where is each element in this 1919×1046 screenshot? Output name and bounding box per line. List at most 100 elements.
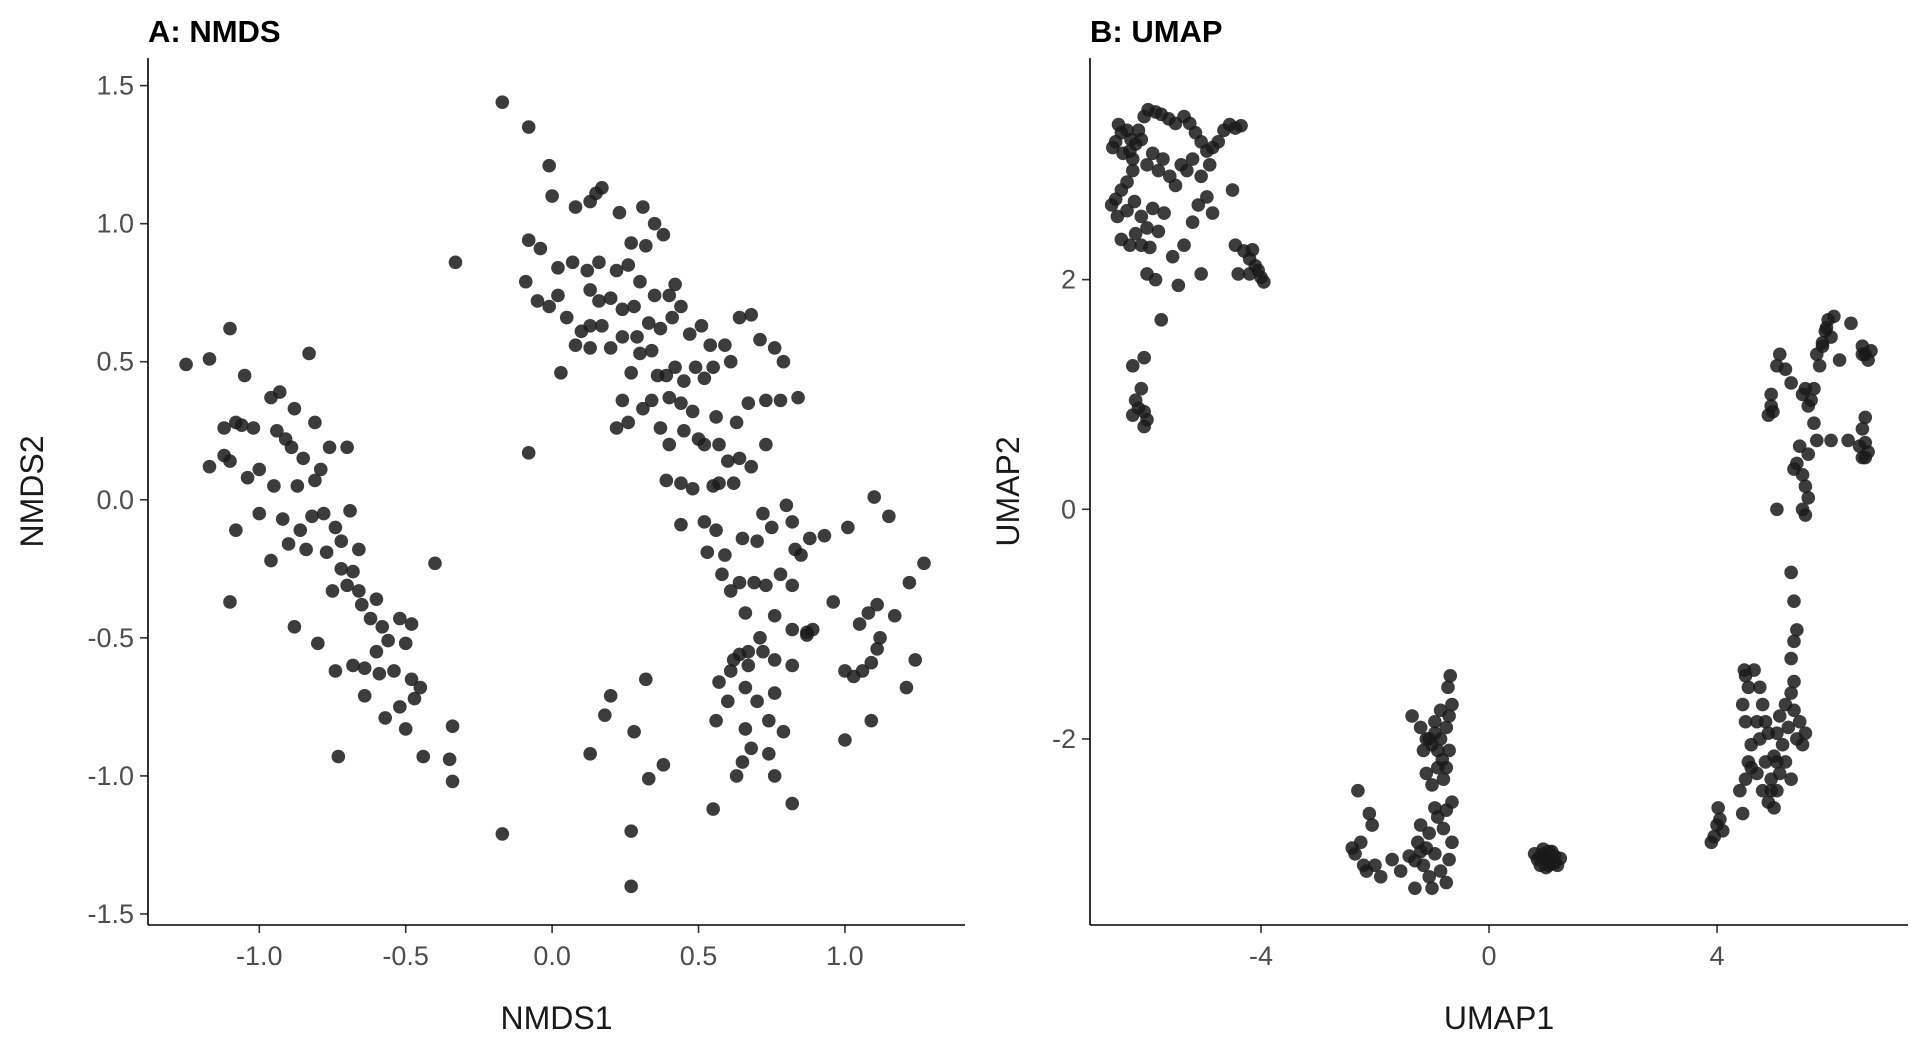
- panel-a-data-point: [267, 479, 281, 493]
- panel-b-data-point: [1790, 623, 1804, 637]
- panel-a-data-point: [574, 324, 589, 339]
- panel-a-x-tick-label: 1.0: [826, 941, 864, 971]
- panel-a-data-point: [217, 421, 231, 435]
- panel-a-data-point: [281, 537, 296, 551]
- panel-b-data-point: [1205, 206, 1220, 220]
- panel-a-data-point: [688, 360, 703, 375]
- panel-b-data-point: [1775, 737, 1790, 752]
- panel-b-data-point: [1715, 824, 1730, 838]
- panel-b-x-axis-title: UMAP1: [1444, 1000, 1554, 1036]
- panel-a-data-point: [270, 423, 284, 438]
- panel-a-data-point: [647, 216, 662, 231]
- panel-a-data-point: [709, 713, 723, 728]
- panel-a-data-point: [791, 390, 805, 405]
- panel-b-data-point: [1125, 358, 1140, 373]
- panel-b-data-point: [1792, 439, 1807, 453]
- panel-a-data-point: [202, 352, 217, 366]
- panel-a-data-point: [653, 421, 668, 435]
- panel-b-data-point: [1852, 439, 1867, 453]
- panel-b-data-point: [1143, 240, 1157, 255]
- panel-a-data-point: [838, 733, 852, 747]
- panel-a-x-tick-label: -1.0: [236, 941, 283, 971]
- panel-a-data-point: [252, 506, 267, 521]
- panel-a-data-point: [776, 354, 791, 369]
- panel-b-data-point: [1114, 232, 1129, 247]
- panel-b-data-point: [1772, 347, 1787, 362]
- panel-b-data-point: [1764, 387, 1778, 402]
- panel-b-data-point: [1125, 163, 1140, 178]
- panel-a-data-point: [234, 418, 249, 433]
- panel-b-data-point: [1125, 152, 1140, 166]
- panel-b-data-point: [1737, 663, 1752, 677]
- panel-b-data-point: [1137, 350, 1151, 365]
- panel-a-x-tick-label: 0.5: [680, 941, 718, 971]
- panel-a-data-point: [223, 595, 237, 609]
- panel-a-data-point: [644, 393, 659, 408]
- panel-b-data-point: [1770, 502, 1784, 517]
- panel-a-data-point: [902, 575, 917, 590]
- panel-b-data-point: [1393, 864, 1408, 878]
- panel-b-data-point: [1443, 669, 1458, 683]
- panel-b-data-point: [1194, 267, 1208, 281]
- panel-b-data-point: [1832, 353, 1847, 367]
- panel-a-data-point: [299, 542, 313, 557]
- panel-b-data-point: [1533, 849, 1548, 863]
- panel-b-data-point: [1134, 381, 1149, 396]
- panel-a-data-point: [767, 653, 782, 667]
- panel-a-data-point: [753, 332, 767, 347]
- panel-b-data-point: [1131, 123, 1146, 138]
- panel-a-data-point: [668, 277, 682, 292]
- panel-b-data-point: [1767, 801, 1781, 815]
- panel-b-data-point: [1436, 821, 1451, 836]
- panel-a-data-point: [533, 241, 548, 256]
- panel-b-data-point: [1741, 680, 1756, 695]
- panel-b-data-point: [1345, 841, 1360, 855]
- panel-a-data-point: [237, 368, 252, 383]
- panel-b-data-point: [1738, 772, 1753, 786]
- panel-a-data-point: [718, 338, 732, 352]
- panel-a-data-point: [738, 680, 753, 695]
- panel-a-data-point: [794, 548, 808, 562]
- panel-a-data-point: [302, 346, 316, 361]
- panel-a-data-point: [179, 357, 193, 372]
- panel-a-data-point: [296, 451, 311, 466]
- panel-a-data-point: [357, 661, 372, 676]
- panel-b-data-point: [1439, 875, 1454, 890]
- panel-a-data-point: [319, 545, 334, 560]
- panel-b-data-point: [1804, 393, 1818, 408]
- panel-a-data-point: [767, 769, 782, 783]
- panel-a-y-tick-label: 0.5: [96, 347, 134, 377]
- panel-a-data-point: [316, 506, 331, 521]
- panel-a-data-point: [334, 534, 349, 549]
- panel-b-data-point: [1752, 680, 1767, 695]
- panel-a-y-axis-title: NMDS2: [14, 435, 50, 547]
- panel-a-data-point: [627, 299, 641, 314]
- panel-a-data-point: [677, 423, 691, 438]
- panel-a-data-point: [674, 517, 688, 532]
- panel-a-data-point: [694, 319, 709, 333]
- panel-a-data-point: [744, 459, 759, 474]
- panel-a-data-point: [917, 556, 931, 571]
- panel-a-data-point: [697, 371, 712, 386]
- panel-a-data-point: [603, 341, 618, 355]
- panel-a-data-point: [785, 515, 800, 529]
- panel-b-data-point: [1755, 697, 1770, 712]
- panel-b-y-tick-label: -2: [1052, 724, 1076, 754]
- panel-a-data-point: [554, 365, 568, 380]
- panel-a-data-point: [369, 592, 384, 606]
- panel-b-data-point: [1120, 203, 1134, 218]
- panel-a-data-point: [630, 330, 644, 344]
- panel-a-data-point: [352, 584, 366, 598]
- panel-b-data-point: [1798, 479, 1813, 494]
- panel-a-data-point: [603, 291, 618, 306]
- panel-a-data-point: [636, 401, 650, 416]
- panel-a-data-point: [685, 404, 700, 419]
- panel-a-data-point: [442, 752, 457, 767]
- panel-a-data-point: [685, 481, 700, 496]
- panel-b-data-point: [1180, 163, 1194, 178]
- panel-a-y-tick-label: 1.0: [96, 209, 134, 239]
- panel-a-data-point: [735, 755, 750, 769]
- panel-a-data-point: [530, 294, 545, 308]
- panel-b-data-point: [1425, 881, 1439, 896]
- panel-a-data-point: [595, 180, 609, 195]
